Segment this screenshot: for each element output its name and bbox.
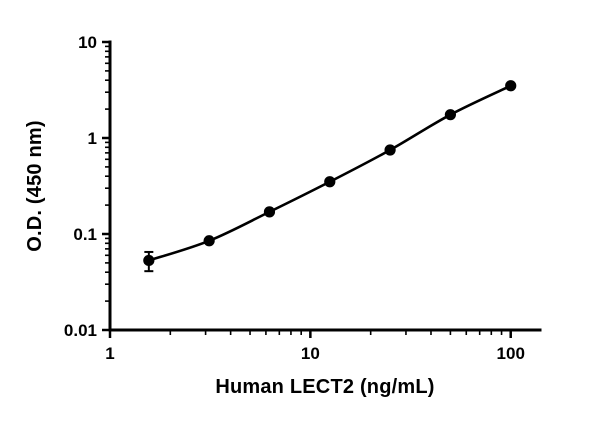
data-point <box>444 109 457 121</box>
series-lect2 <box>143 80 517 273</box>
y-axis-title: O.D. (450 nm) <box>24 120 46 252</box>
y-tick-label: 0.01 <box>64 321 97 340</box>
x-tick-label: 100 <box>497 344 525 363</box>
data-point <box>384 144 396 156</box>
x-axis-title: Human LECT2 (ng/mL) <box>215 376 435 398</box>
y-axis: 0.01 0.1 1 10 <box>64 33 110 340</box>
data-point <box>324 176 336 188</box>
data-point <box>203 235 215 247</box>
x-axis: 1 10 100 <box>105 330 525 363</box>
y-tick-label: 0.1 <box>73 225 97 244</box>
data-point <box>143 254 155 267</box>
y-tick-label: 1 <box>88 129 97 148</box>
y-tick-label: 10 <box>78 33 97 52</box>
data-point <box>505 80 517 92</box>
x-tick-label: 10 <box>301 344 320 363</box>
fit-curve <box>148 84 512 262</box>
x-tick-label: 1 <box>105 344 114 363</box>
data-point <box>263 206 276 218</box>
axes <box>108 40 542 332</box>
